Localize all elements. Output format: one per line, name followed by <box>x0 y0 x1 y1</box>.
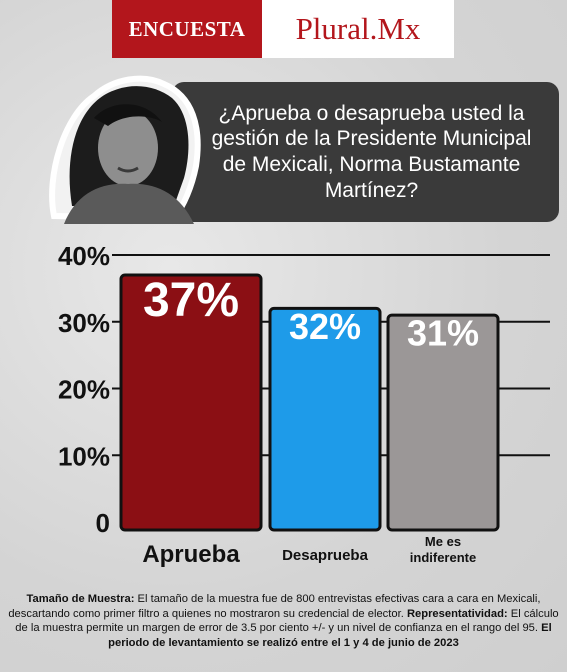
y-tick-label: 0 <box>96 508 110 538</box>
methodology-note: Tamaño de Muestra: El tamaño de la muest… <box>8 592 559 650</box>
brand-name: Plural.Mx <box>262 0 454 58</box>
bar <box>119 273 263 532</box>
fieldwork-period: El periodo de levantamiento se realizó e… <box>108 622 552 649</box>
sample-label: Tamaño de Muestra: <box>26 593 135 605</box>
bar <box>268 306 382 532</box>
x-tick-label: Desaprueba <box>282 547 369 564</box>
portrait-image <box>49 75 201 224</box>
bar <box>386 313 500 532</box>
representativity-label: Representatividad: <box>406 607 508 620</box>
question-box: ¿Aprueba o desaprueba usted la gestión d… <box>172 82 559 222</box>
x-tick-label: indiferente <box>410 550 476 565</box>
question-text: ¿Aprueba o desaprueba usted la gestión d… <box>211 101 532 202</box>
data-label: 31% <box>407 313 479 354</box>
sample-text: El tamaño de la muestra fue de 800 entre… <box>8 593 541 620</box>
x-tick-label: Me es <box>425 534 461 549</box>
y-tick-label: 10% <box>58 441 110 471</box>
x-tick-label: Aprueba <box>142 541 240 568</box>
y-tick-label: 40% <box>58 241 110 271</box>
data-label: 37% <box>143 274 239 327</box>
data-label: 32% <box>289 306 361 347</box>
y-tick-label: 30% <box>58 308 110 338</box>
brand-banner: ENCUESTA Plural.Mx <box>112 0 454 58</box>
representativity-text: El cálculo de la muestra permite un marg… <box>15 607 559 635</box>
survey-label: ENCUESTA <box>112 0 262 58</box>
y-tick-label: 20% <box>58 375 110 405</box>
